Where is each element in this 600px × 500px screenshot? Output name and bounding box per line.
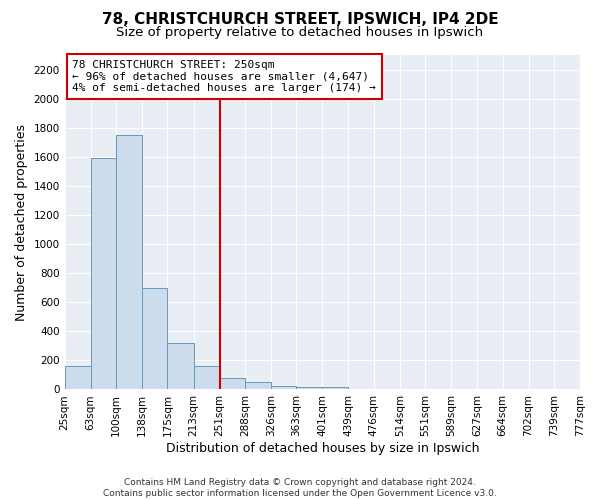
Bar (65, 366, 91, 390)
Bar (296, 388, 322, 390)
Bar (193, 366, 220, 390)
Text: Size of property relative to detached houses in Ipswich: Size of property relative to detached ho… (116, 26, 484, 39)
Bar (142, 288, 167, 390)
Bar (91, 158, 116, 390)
Bar (167, 343, 193, 390)
X-axis label: Distribution of detached houses by size in Ipswich: Distribution of detached houses by size … (166, 442, 479, 455)
Text: 78, CHRISTCHURCH STREET, IPSWICH, IP4 2DE: 78, CHRISTCHURCH STREET, IPSWICH, IP4 2D… (101, 12, 499, 28)
Text: Contains HM Land Registry data © Crown copyright and database right 2024.
Contai: Contains HM Land Registry data © Crown c… (103, 478, 497, 498)
Y-axis label: Number of detached properties: Number of detached properties (15, 124, 28, 320)
Bar (245, 382, 271, 390)
Bar (116, 135, 142, 390)
Bar (322, 388, 349, 390)
Bar (271, 386, 296, 390)
Bar (220, 378, 245, 390)
Text: 78 CHRISTCHURCH STREET: 250sqm
← 96% of detached houses are smaller (4,647)
4% o: 78 CHRISTCHURCH STREET: 250sqm ← 96% of … (73, 60, 376, 93)
